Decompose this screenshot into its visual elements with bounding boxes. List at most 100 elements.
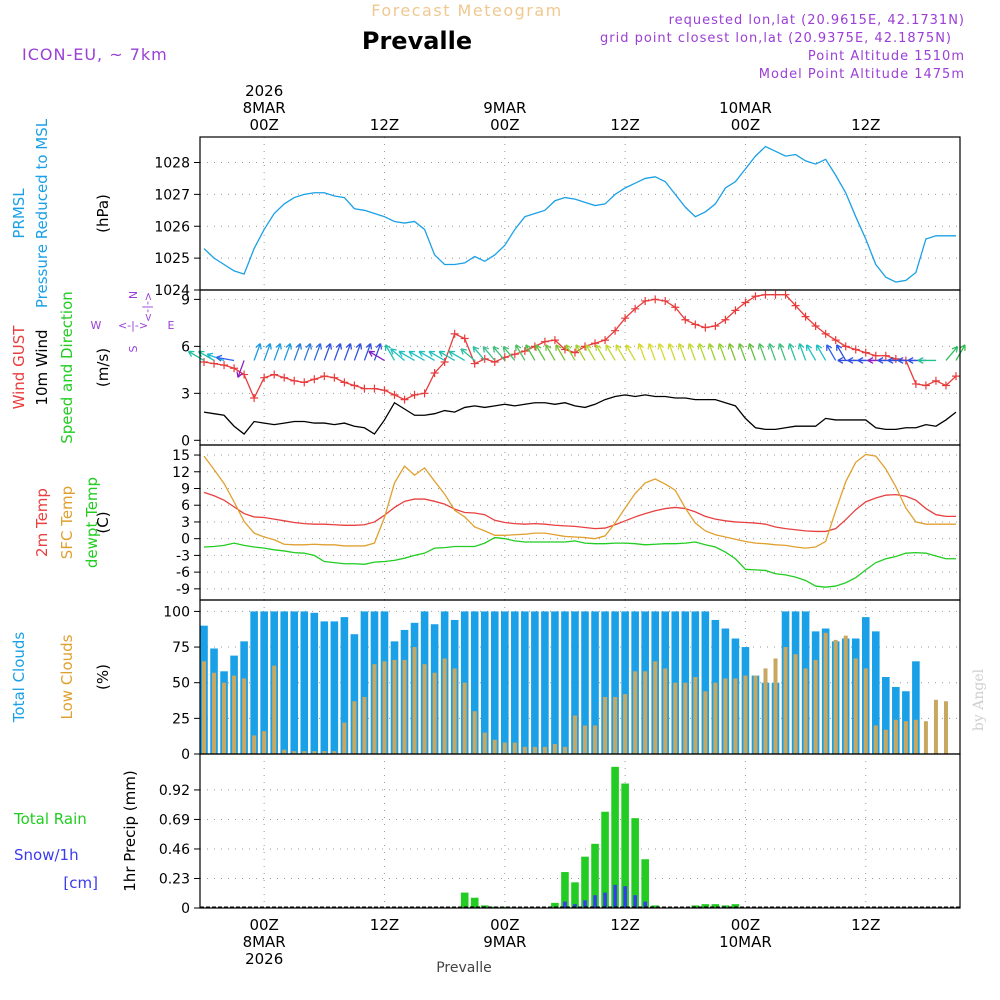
total-cloud-bar bbox=[511, 611, 519, 754]
low-cloud-bar bbox=[823, 632, 828, 754]
rain-bar bbox=[551, 902, 559, 908]
panel-frame bbox=[199, 136, 961, 291]
gust-marker bbox=[270, 370, 279, 379]
gust-line bbox=[203, 294, 957, 401]
rain-bar bbox=[731, 904, 740, 908]
gust-marker bbox=[811, 322, 820, 331]
low-cloud-bar bbox=[783, 647, 788, 754]
wind-direction-arrow bbox=[438, 350, 455, 362]
unit-label: (C) bbox=[94, 511, 112, 533]
wind-direction-arrow bbox=[677, 343, 686, 361]
low-cloud-bar bbox=[432, 672, 437, 754]
wind-direction-arrow bbox=[615, 344, 626, 361]
total-cloud-bar bbox=[320, 621, 329, 754]
gust-marker bbox=[550, 336, 559, 345]
top-time-label: 12Z bbox=[851, 116, 880, 134]
gust-marker bbox=[681, 315, 690, 324]
panel-wind: 0 3 6 9 Wind GUST 10m Wind Speed and Direction… bbox=[10, 289, 966, 449]
side-label: 2m Temp bbox=[33, 488, 51, 557]
low-cloud-bar bbox=[332, 751, 337, 754]
unit-label: (hPa) bbox=[94, 194, 112, 233]
wind-direction-arrow bbox=[777, 343, 787, 361]
total-cloud-bar bbox=[601, 611, 609, 754]
grid-point-coords: grid point closest lon,lat (20.9375E, 42… bbox=[600, 31, 952, 46]
low-cloud-bar bbox=[803, 668, 808, 754]
compass-north: N bbox=[127, 291, 140, 299]
top-time-label: 10MAR bbox=[719, 99, 772, 117]
gust-marker bbox=[400, 395, 409, 404]
y-tick-label: 3 bbox=[181, 386, 190, 402]
snow-bar bbox=[563, 901, 567, 908]
y-tick-label: -9 bbox=[176, 582, 190, 598]
low-cloud-bar bbox=[703, 691, 708, 754]
gust-marker bbox=[210, 359, 219, 368]
wind-direction-arrow bbox=[253, 343, 262, 361]
low-cloud-bar bbox=[462, 682, 467, 754]
low-cloud-bar bbox=[422, 664, 427, 754]
low-cloud-bar bbox=[693, 677, 698, 754]
side-label: Total Clouds bbox=[10, 632, 28, 724]
gust-marker bbox=[911, 379, 920, 388]
total-cloud-bar bbox=[882, 677, 890, 754]
panel-clouds: 0 25 50 75 100 Total Clouds Low Clouds (%) bbox=[10, 599, 961, 763]
wind-direction-arrow bbox=[525, 344, 536, 361]
y-tick-label: 0.23 bbox=[159, 871, 190, 887]
panel-frame bbox=[199, 444, 961, 601]
rain-bar bbox=[571, 882, 579, 908]
low-cloud-bar bbox=[352, 701, 357, 754]
wind-direction-arrow bbox=[313, 343, 322, 361]
low-cloud-bar bbox=[312, 751, 317, 754]
low-cloud-bar bbox=[873, 725, 878, 754]
gust-marker bbox=[370, 384, 379, 393]
dewpoint-line bbox=[203, 536, 956, 588]
total-cloud-bar bbox=[470, 611, 479, 754]
top-time-label: 12Z bbox=[610, 116, 639, 134]
wind-direction-arrow bbox=[448, 350, 466, 362]
y-tick-label: 50 bbox=[172, 676, 190, 692]
low-cloud-bar bbox=[833, 639, 838, 754]
wind-direction-arrow bbox=[283, 343, 292, 361]
low-cloud-bar bbox=[402, 659, 407, 754]
compass-east: E bbox=[168, 319, 175, 332]
top-time-label: 00Z bbox=[249, 116, 278, 134]
wind-direction-arrow bbox=[502, 346, 516, 361]
wind-direction-arrow bbox=[555, 344, 566, 361]
total-cloud-bar bbox=[551, 611, 559, 754]
total-cloud-bar bbox=[280, 611, 289, 754]
low-cloud-bar bbox=[482, 732, 487, 754]
wind-direction-arrow bbox=[687, 343, 696, 361]
low-cloud-bar bbox=[643, 671, 648, 754]
gust-marker bbox=[771, 290, 780, 299]
wind-direction-arrow bbox=[945, 346, 959, 361]
low-cloud-bar bbox=[242, 678, 247, 754]
low-cloud-bar bbox=[793, 654, 798, 754]
low-cloud-bar bbox=[492, 739, 497, 754]
total-cloud-bar bbox=[360, 611, 369, 754]
low-cloud-bar bbox=[713, 682, 718, 754]
y-tick-label: 1028 bbox=[154, 156, 190, 172]
y-tick-label: 0 bbox=[181, 532, 190, 548]
side-label: dewpt Temp bbox=[83, 477, 101, 568]
snow-bar bbox=[583, 900, 587, 908]
total-cloud-bar bbox=[521, 611, 529, 754]
low-cloud-bar bbox=[222, 682, 227, 754]
gust-marker bbox=[621, 314, 630, 323]
low-cloud-bar bbox=[522, 746, 527, 754]
gust-marker bbox=[230, 364, 239, 373]
wind-direction-arrow bbox=[343, 343, 353, 361]
gust-marker bbox=[791, 301, 800, 310]
wind-direction-arrow bbox=[323, 343, 333, 361]
low-cloud-bar bbox=[212, 672, 217, 754]
wind-direction-arrow bbox=[737, 343, 747, 361]
gust-marker bbox=[430, 368, 439, 377]
wind-direction-arrow bbox=[408, 350, 425, 362]
snow-bar bbox=[623, 886, 627, 908]
low-cloud-bar bbox=[913, 719, 918, 754]
low-cloud-bar bbox=[813, 659, 818, 754]
requested-coords: requested lon,lat (20.9615E, 42.1731N) bbox=[669, 13, 965, 28]
low-cloud-bar bbox=[723, 678, 728, 754]
wind-direction-arrow bbox=[390, 348, 405, 361]
wind-direction-arrow bbox=[816, 344, 827, 361]
bottom-station-name: Prevalle bbox=[436, 960, 492, 976]
wind-direction-arrow bbox=[757, 343, 767, 361]
